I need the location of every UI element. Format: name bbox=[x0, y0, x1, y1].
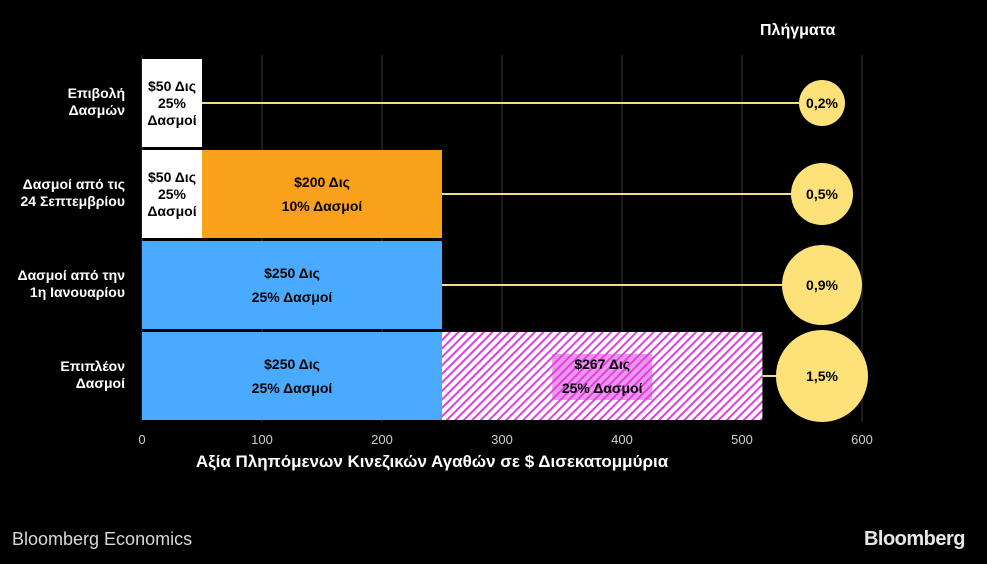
connector-lines bbox=[202, 102, 822, 377]
bar-label: 25% Δασμοί bbox=[252, 289, 333, 305]
x-tick-label: 300 bbox=[491, 432, 513, 447]
gridlines bbox=[141, 55, 863, 422]
x-tick-label: 600 bbox=[851, 432, 873, 447]
bloomberg-logo: Bloomberg bbox=[863, 528, 966, 550]
bar-label: $250 Δις bbox=[264, 356, 320, 372]
impact-circle bbox=[782, 245, 862, 325]
bar-label: 25% Δασμοί bbox=[252, 380, 333, 396]
impact-label: 0,9% bbox=[806, 277, 838, 293]
bar-segment bbox=[142, 59, 202, 147]
x-tick-label: 200 bbox=[371, 432, 393, 447]
x-axis-label: Αξία Πληπόμενων Κινεζικών Αγαθών σε $ Δι… bbox=[195, 452, 669, 471]
bar-label: 10% Δασμοί bbox=[282, 198, 363, 214]
category-label: Δασμοί από τις 24 Σεπτεμβρίου bbox=[0, 176, 125, 210]
impact-circles: 0,2% 0,5% 0,9% 1,5% bbox=[776, 80, 868, 422]
bar-label: 25% bbox=[158, 186, 187, 202]
impact-circle bbox=[776, 330, 868, 422]
category-label: Επιβολή Δασμών bbox=[0, 85, 125, 119]
category-label-line: Δασμοί από τις bbox=[22, 176, 125, 192]
bar-segment bbox=[142, 332, 442, 420]
bar-segment bbox=[202, 150, 442, 238]
x-tick-label: 500 bbox=[731, 432, 753, 447]
label-backdrop bbox=[552, 354, 653, 400]
bar-label: Δασμοί bbox=[147, 203, 196, 219]
category-label-line: Δασμών bbox=[68, 102, 125, 118]
bar-label: $50 Δις bbox=[148, 169, 196, 185]
bar-label: $200 Δις bbox=[294, 174, 350, 190]
bar-label: $250 Δις bbox=[264, 265, 320, 281]
x-axis-ticks: 0 100 200 300 400 500 600 bbox=[138, 432, 872, 447]
impact-circle bbox=[799, 80, 845, 126]
category-label: Δασμοί από την 1η Ιανουαρίου bbox=[0, 267, 126, 301]
x-tick-label: 0 bbox=[138, 432, 145, 447]
category-label-line: Επιβολή bbox=[67, 85, 125, 101]
bar-label: $50 Δις bbox=[148, 78, 196, 94]
bar-label: Δασμοί bbox=[147, 112, 196, 128]
bar-label: 25% Δασμοί bbox=[562, 380, 643, 396]
bar-label: 25% bbox=[158, 95, 187, 111]
x-tick-label: 400 bbox=[611, 432, 633, 447]
impact-title: Πλήγματα bbox=[760, 22, 836, 39]
impact-label: 0,5% bbox=[806, 186, 838, 202]
bar-segment bbox=[142, 150, 202, 238]
bar-label: $267 Δις bbox=[574, 356, 630, 372]
category-label-line: Δασμοί από την bbox=[17, 267, 126, 283]
category-label-line: Επιπλέον bbox=[60, 358, 125, 374]
category-label-line: Δασμοί bbox=[75, 375, 125, 391]
x-tick-label: 100 bbox=[251, 432, 273, 447]
impact-circle bbox=[791, 163, 853, 225]
impact-label: 0,2% bbox=[806, 95, 838, 111]
category-label-line: 1η Ιανουαρίου bbox=[29, 284, 125, 300]
source-label: Bloomberg Economics bbox=[12, 529, 193, 549]
category-label-line: 24 Σεπτεμβρίου bbox=[20, 193, 125, 209]
bar-segment bbox=[142, 241, 442, 329]
category-label: Επιπλέον Δασμοί bbox=[0, 358, 125, 392]
impact-label: 1,5% bbox=[806, 368, 838, 384]
